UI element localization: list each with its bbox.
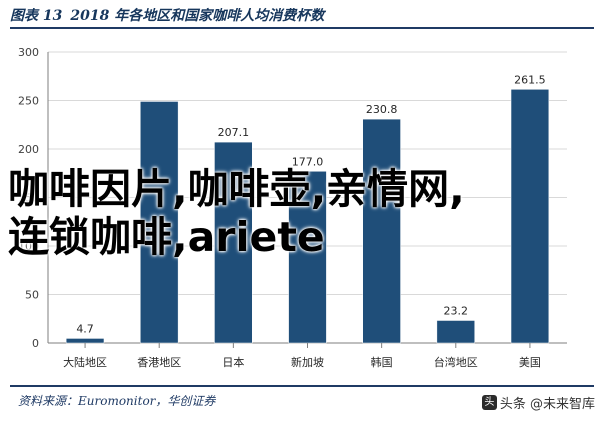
brand-logo: 头 头条 @未来智库 xyxy=(481,392,595,412)
bar xyxy=(65,338,105,344)
top-rule xyxy=(10,27,594,29)
y-tick-label: 50 xyxy=(25,289,39,302)
y-tick-label: 0 xyxy=(32,337,39,350)
brand-text: 头条 @未来智库 xyxy=(499,396,595,412)
data-label: 23.2 xyxy=(444,304,469,317)
y-tick-label: 200 xyxy=(18,143,39,156)
figure-title: 2018 年各地区和国家咖啡人均消费杯数 xyxy=(70,8,325,24)
y-tick-label: 150 xyxy=(18,192,39,205)
source-note: 资料来源：Euromonitor，华创证券 xyxy=(18,394,216,408)
data-label: 4.7 xyxy=(76,322,94,335)
data-label: 207.1 xyxy=(218,126,250,139)
bottom-rule xyxy=(10,385,594,387)
x-tick-label: 香港地区 xyxy=(137,356,181,369)
bar xyxy=(510,89,550,344)
overlay-text: 咖啡因片,咖啡壶,亲情网, 连锁咖啡,ariete xyxy=(8,165,528,261)
logo-icon: 头 xyxy=(481,394,497,410)
y-tick-label: 100 xyxy=(18,240,39,253)
figure-label: 图表 13 xyxy=(10,8,63,24)
data-label: 261.5 xyxy=(514,73,546,86)
data-label: 177.0 xyxy=(292,155,324,168)
y-tick-label: 250 xyxy=(18,95,39,108)
x-tick-label: 美国 xyxy=(519,356,541,369)
x-tick-label: 台湾地区 xyxy=(434,355,478,369)
overlay-line-1: 咖啡因片,咖啡壶,亲情网, xyxy=(8,165,465,213)
y-tick-label: 300 xyxy=(18,46,39,59)
bar xyxy=(362,118,401,344)
x-tick-label: 日本 xyxy=(222,355,244,369)
bar xyxy=(214,141,253,344)
x-tick-label: 新加坡 xyxy=(291,355,324,369)
bar xyxy=(436,320,475,344)
overlay-line-2: 连锁咖啡,ariete xyxy=(8,213,325,261)
x-tick-label: 韩国 xyxy=(371,355,393,369)
bar xyxy=(288,171,327,344)
figure-header: 图表 13 2018 年各地区和国家咖啡人均消费杯数 xyxy=(10,4,594,26)
data-label: 230.8 xyxy=(366,103,398,116)
x-tick-label: 大陆地区 xyxy=(63,355,107,369)
bar xyxy=(140,101,179,344)
